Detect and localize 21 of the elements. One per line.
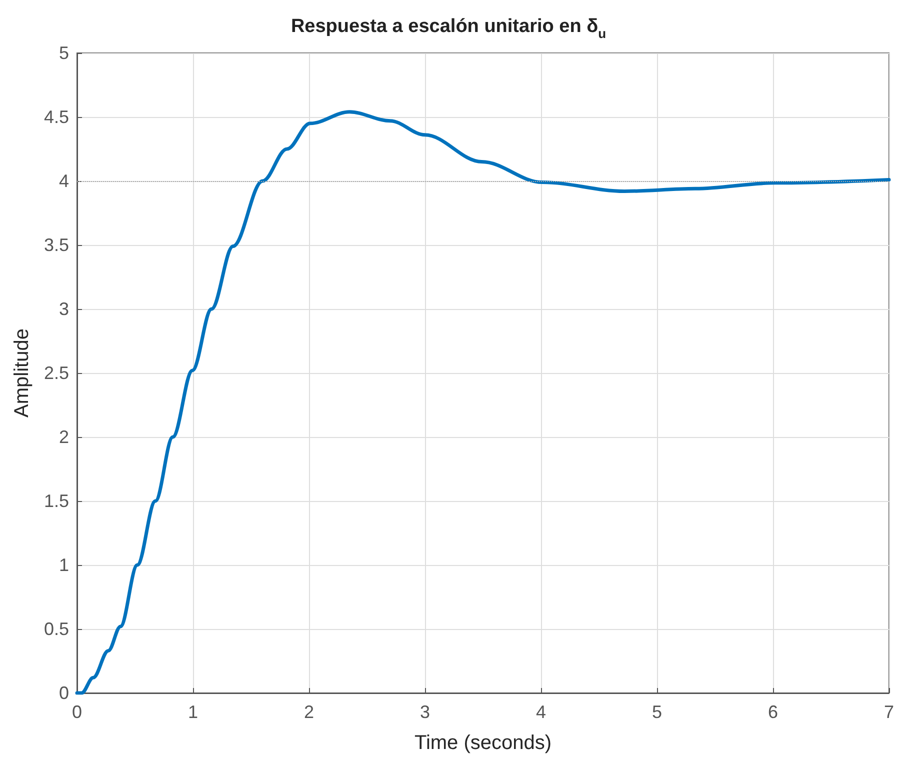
x-tick-label: 2 <box>304 702 314 722</box>
y-tick-label: 5 <box>58 43 69 63</box>
y-tick-label: 1 <box>58 555 69 575</box>
y-tick-label: 3 <box>58 299 69 319</box>
y-tick-label: 0.5 <box>44 619 69 639</box>
x-tick-label: 4 <box>536 702 546 722</box>
x-tick-label: 6 <box>768 702 778 722</box>
y-tick-label: 4 <box>58 171 69 191</box>
x-tick-label: 1 <box>188 702 198 722</box>
y-tick-label: 0 <box>58 683 69 703</box>
x-tick-label: 0 <box>72 702 82 722</box>
y-tick-label: 1.5 <box>44 491 69 511</box>
x-tick-label: 5 <box>652 702 662 722</box>
x-tick-label: 3 <box>420 702 430 722</box>
x-axis-title: Time (seconds) <box>414 732 552 754</box>
y-axis-title: Amplitude <box>11 328 33 418</box>
x-tick-label: 7 <box>884 702 894 722</box>
y-tick-label: 2.5 <box>44 363 69 383</box>
y-tick-label: 2 <box>58 427 69 447</box>
y-tick-label: 4.5 <box>44 107 69 127</box>
y-tick-label: 3.5 <box>44 235 69 255</box>
